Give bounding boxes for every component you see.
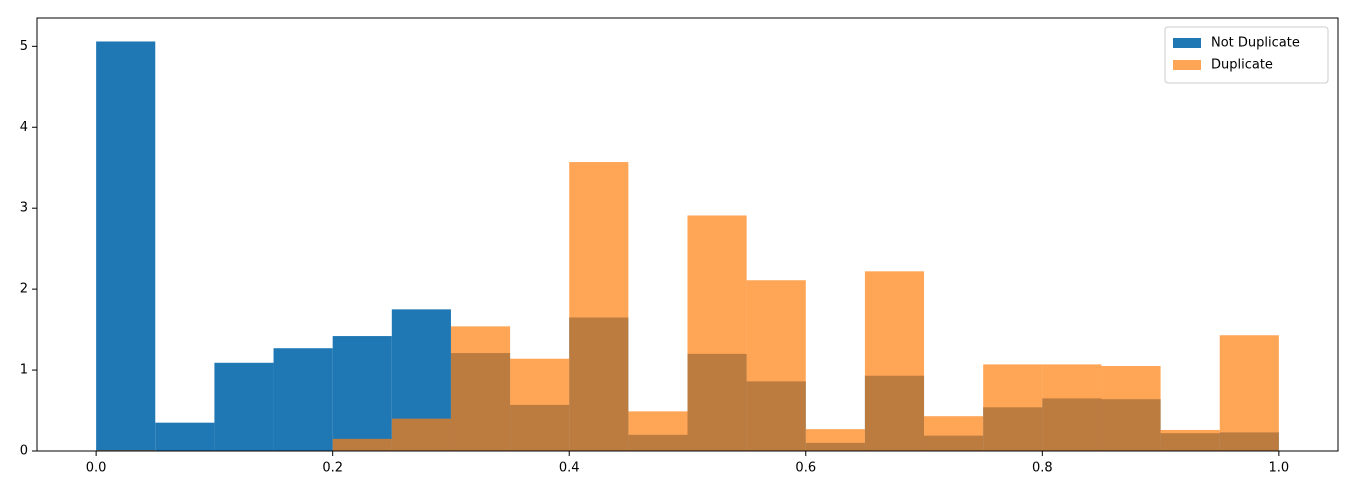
bar [510, 358, 570, 451]
bar [687, 215, 747, 451]
bar [273, 348, 333, 451]
x-tick-label: 0.8 [1032, 461, 1053, 476]
bar [569, 162, 629, 452]
x-tick-label: 0.6 [795, 461, 816, 476]
bar [214, 362, 274, 451]
bar [628, 411, 688, 451]
y-tick-label: 1 [20, 363, 28, 378]
bar [1160, 429, 1220, 451]
y-tick-label: 3 [20, 201, 28, 216]
bar [864, 271, 925, 451]
y-tick-label: 4 [20, 120, 28, 135]
bar [155, 422, 215, 451]
legend-swatch [1173, 38, 1201, 48]
bar [1219, 335, 1279, 451]
bar [746, 280, 806, 451]
y-tick-label: 0 [20, 444, 28, 459]
legend-box [1164, 26, 1329, 84]
bar [96, 41, 156, 451]
bar [332, 336, 392, 451]
y-tick-label: 2 [20, 282, 28, 297]
bar [924, 416, 984, 451]
bar [1042, 364, 1102, 451]
y-tick-label: 5 [20, 39, 28, 54]
bar [391, 418, 451, 451]
x-tick-label: 0.0 [86, 461, 107, 476]
bar [805, 429, 865, 451]
x-tick-label: 1.0 [1269, 461, 1290, 476]
legend-label: Not Duplicate [1211, 36, 1300, 51]
legend-label: Duplicate [1211, 58, 1273, 73]
axes-frame [36, 17, 1339, 452]
x-tick-label: 0.2 [322, 461, 343, 476]
bar [1101, 366, 1161, 451]
legend-swatch [1173, 60, 1201, 70]
bar [983, 364, 1043, 451]
x-tick-label: 0.4 [559, 461, 580, 476]
bar [332, 438, 392, 451]
bar [450, 326, 511, 451]
